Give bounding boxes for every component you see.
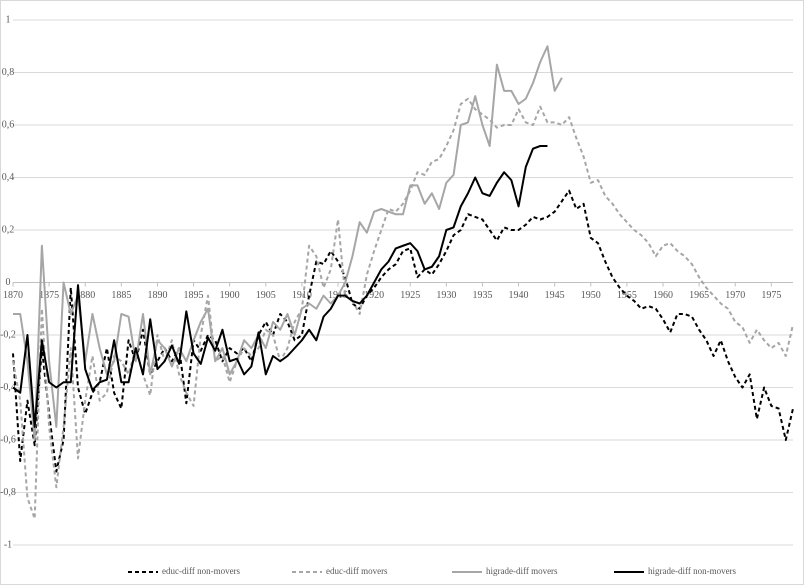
y-tick-label: 0,2 — [2, 224, 15, 235]
y-tick-label: 0 — [6, 277, 11, 288]
x-tick-label: 1890 — [147, 290, 167, 301]
x-tick-label: 1925 — [400, 290, 420, 301]
y-tick-label: -0,8 — [0, 487, 16, 498]
y-tick-label: 0,6 — [2, 119, 15, 130]
x-tick-label: 1895 — [184, 290, 204, 301]
x-tick-label: 1955 — [617, 290, 637, 301]
x-tick-label: 1885 — [111, 290, 131, 301]
series-line — [13, 45, 563, 441]
x-tick-label: 1960 — [653, 290, 673, 301]
y-tick-label: 0,4 — [2, 172, 15, 183]
series-line — [12, 145, 548, 428]
x-tick-label: 1900 — [220, 290, 240, 301]
x-tick-label: 1875 — [39, 290, 59, 301]
x-tick-label: 1920 — [364, 290, 384, 301]
x-tick-label: 1945 — [545, 290, 565, 301]
x-tick-label: 1910 — [292, 290, 312, 301]
x-tick-label: 1970 — [725, 290, 745, 301]
y-tick-label: -1 — [4, 539, 12, 550]
x-tick-label: 1870 — [3, 290, 23, 301]
x-tick-label: 1950 — [581, 290, 601, 301]
x-tick-label: 1905 — [256, 290, 276, 301]
y-tick-label: 1 — [6, 14, 11, 25]
legend-label: educ-diff non-movers — [162, 566, 241, 576]
x-tick-label: 1965 — [689, 290, 709, 301]
legend-label: educ-diff movers — [326, 566, 388, 576]
y-tick-label: -0,4 — [0, 382, 16, 393]
x-tick-label: 1880 — [75, 290, 95, 301]
legend-label: higrade-diff movers — [486, 566, 558, 576]
legend-label: higrade-diff non-movers — [648, 566, 737, 576]
y-tick-label: -0,6 — [0, 434, 16, 445]
series-line — [12, 189, 794, 473]
x-tick-label: 1935 — [472, 290, 492, 301]
y-tick-label: -0,2 — [0, 329, 16, 340]
y-tick-label: 0,8 — [2, 67, 15, 78]
x-tick-label: 1930 — [436, 290, 456, 301]
x-tick-label: 1975 — [761, 290, 781, 301]
x-tick-label: 1940 — [509, 290, 529, 301]
